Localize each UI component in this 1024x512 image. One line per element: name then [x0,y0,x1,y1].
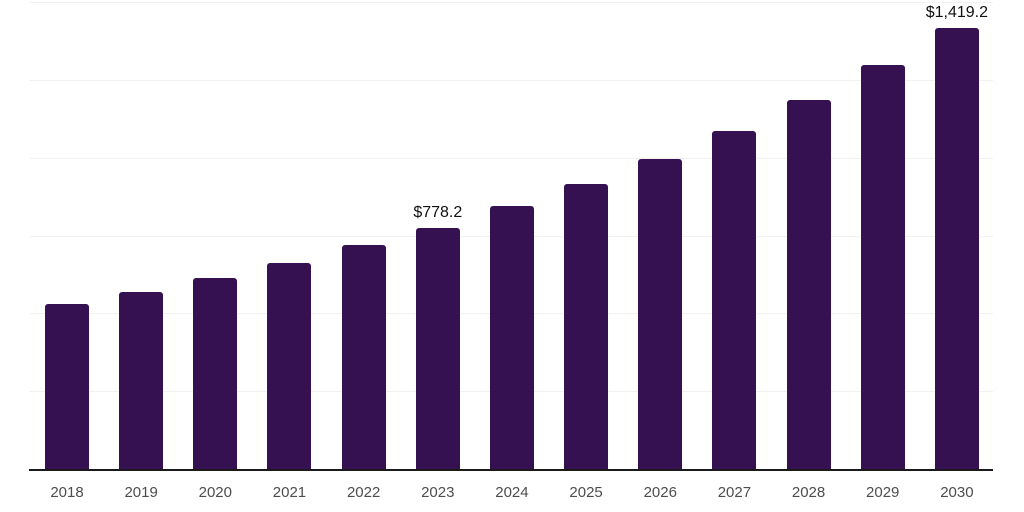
x-tick-label-2028: 2028 [791,484,826,501]
x-tick-label-2027: 2027 [717,484,752,501]
x-tick-label-2026: 2026 [643,484,677,501]
x-tick-label-2023: 2023 [421,484,455,501]
bar-slot-2028 [786,0,831,470]
x-tick-label-2022: 2022 [346,484,381,501]
bar-2025[interactable] [564,183,609,470]
bar-2030[interactable] [934,28,979,470]
x-tick-label-2020: 2020 [198,484,232,501]
bar-slot-2022 [341,0,386,470]
x-tick-label-2029: 2029 [866,484,900,501]
bar-2029[interactable] [860,64,905,470]
gridline [29,2,993,3]
bar-2024[interactable] [489,205,534,470]
x-axis-labels: 2018 2019 2020 2021 2022 2023 2024 2025 2026 2027… [29,484,993,501]
bar-2018[interactable] [45,303,89,470]
bar-2022[interactable] [341,244,386,470]
bar-slot-2029 [860,0,905,470]
gridline [29,157,993,159]
x-tick-label-2025: 2025 [569,484,603,501]
bar-2027[interactable] [712,130,757,470]
x-tick-label-2018: 2018 [50,484,84,501]
bar-slot-2027 [712,0,757,470]
bar-2020[interactable] [193,277,238,470]
data-label-2030: $1,419.2 [925,4,989,22]
x-tick-label-2030: 2030 [940,484,974,501]
bar-2028[interactable] [786,100,831,470]
gridline [29,79,993,81]
bar-slot-2021 [267,0,312,470]
bar-slot-2024 [489,0,534,470]
x-tick-label-2021: 2021 [272,484,307,501]
data-label-2023: $778.2 [413,203,463,221]
bar-slot-2023: $778.2 [413,0,463,470]
bar-slot-2030: $1,419.2 [926,0,988,470]
x-tick-label-2024: 2024 [495,484,529,501]
bars-container: $778.2 $1,419.2 [29,0,993,470]
bar-slot-2025 [564,0,609,470]
bar-slot-2018 [45,0,89,470]
x-axis-line [29,469,993,471]
bar-2019[interactable] [119,291,164,470]
bar-2021[interactable] [267,262,312,470]
bar-slot-2020 [193,0,238,470]
bar-2023[interactable] [415,227,460,470]
bar-slot-2019 [119,0,164,470]
x-tick-label-2019: 2019 [124,484,158,501]
bar-slot-2026 [638,0,683,470]
bar-2026[interactable] [638,158,683,470]
